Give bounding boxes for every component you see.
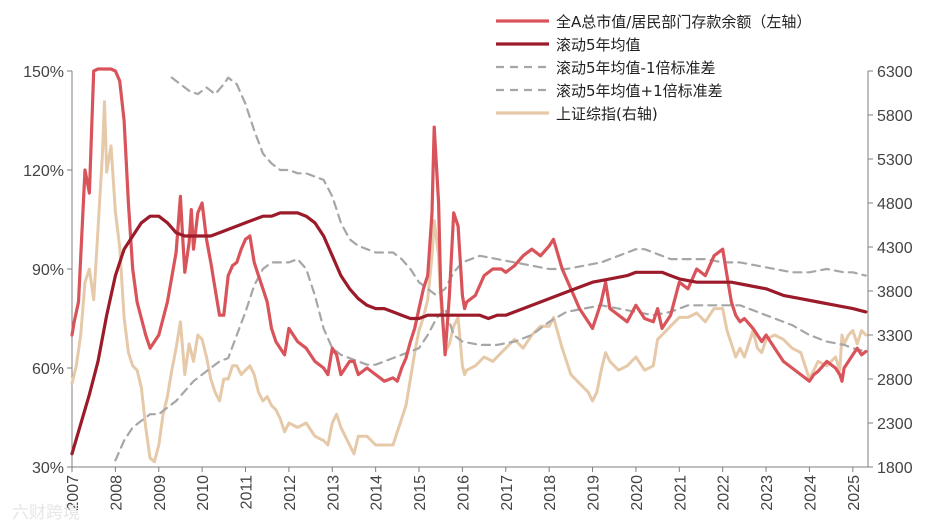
- right-tick-label: 6300: [877, 64, 913, 81]
- right-tick-label: 4800: [877, 196, 913, 213]
- right-tick-label: 1800: [877, 460, 913, 477]
- right-tick-label: 2300: [877, 416, 913, 433]
- right-tick-label: 3800: [877, 284, 913, 301]
- x-tick-label: 2013: [325, 475, 342, 511]
- left-tick-label: 120%: [23, 163, 64, 180]
- axes: [67, 70, 873, 472]
- x-tick-label: 2010: [195, 475, 212, 511]
- series-layer: [70, 67, 868, 464]
- right-tick-label: 4300: [877, 240, 913, 257]
- x-tick-label: 2014: [369, 475, 386, 511]
- x-tick-label: 2011: [239, 475, 256, 510]
- legend-label: 上证综指(右轴): [556, 105, 658, 123]
- left-tick-label: 90%: [32, 262, 64, 279]
- right-tick-label: 5300: [877, 152, 913, 169]
- left-tick-label: 60%: [32, 361, 64, 378]
- left-tick-label: 30%: [32, 460, 64, 477]
- legend-label: 全A总市值/居民部门存款余额（左轴）: [556, 13, 811, 31]
- x-tick-label: 2008: [108, 475, 125, 511]
- legend-label: 滚动5年均值: [556, 36, 641, 54]
- x-tick-label: 2023: [759, 475, 776, 511]
- right-tick-label: 2800: [877, 372, 913, 389]
- x-tick-label: 2025: [846, 475, 863, 511]
- x-tick-label: 2007: [65, 475, 82, 511]
- x-tick-label: 2020: [629, 475, 646, 511]
- x-tick-label: 2022: [716, 475, 733, 511]
- series-line: [114, 258, 867, 462]
- legend-label: 滚动5年均值-1倍标准差: [556, 59, 716, 77]
- legend-label: 滚动5年均值+1倍标准差: [556, 82, 723, 100]
- watermark: 六财跨境: [12, 503, 80, 523]
- right-tick-label: 5800: [877, 108, 913, 125]
- x-tick-label: 2009: [152, 475, 169, 511]
- tick-labels: 30% 60% 90% 120% 150% 1800 2300 2800 3300 3800 430…: [23, 64, 913, 511]
- series-line: [70, 211, 868, 456]
- x-tick-label: 2019: [586, 475, 603, 511]
- x-tick-label: 2018: [542, 475, 559, 511]
- x-tick-label: 2024: [802, 475, 819, 511]
- series-line: [70, 67, 868, 383]
- series-line: [70, 100, 868, 464]
- x-tick-label: 2015: [412, 475, 429, 511]
- x-tick-label: 2017: [499, 475, 516, 511]
- x-tick-label: 2012: [282, 475, 299, 511]
- x-tick-label: 2016: [455, 475, 472, 511]
- right-tick-label: 3300: [877, 328, 913, 345]
- left-tick-label: 150%: [23, 64, 64, 81]
- x-tick-label: 2021: [672, 475, 689, 511]
- legend: 全A总市值/居民部门存款余额（左轴） 滚动5年均值滚动5年均值-1倍标准差滚动5年…: [496, 13, 811, 123]
